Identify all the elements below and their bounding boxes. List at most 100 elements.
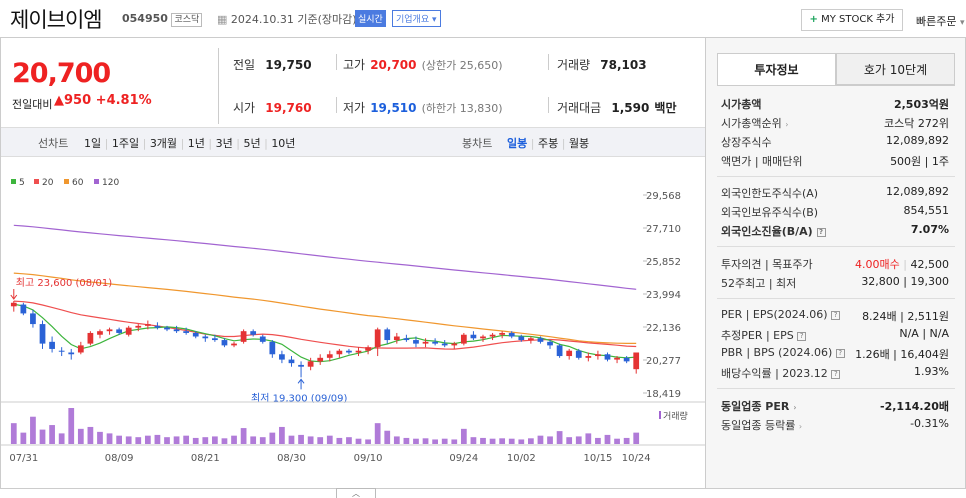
foreign-limit-label: 외국인한도주식수(A) <box>721 187 819 200</box>
divider <box>717 246 955 247</box>
volume-label: 거래량 <box>663 410 688 422</box>
prev-label: 전일 <box>233 58 256 72</box>
est-per-label: 추정PER | EPS ? <box>721 327 807 343</box>
candle-body <box>585 356 592 358</box>
candle-body <box>183 331 190 333</box>
period-tab-bar <box>1 127 705 157</box>
candle-body <box>346 350 352 353</box>
w52-row: 52주최고 | 최저 32,800 | 19,300 <box>721 275 949 291</box>
high-value: 20,700 <box>370 58 417 72</box>
volume-bar <box>221 438 228 444</box>
divider <box>717 85 955 86</box>
help-icon[interactable]: ? <box>831 310 841 320</box>
candle-chart-label[interactable]: 봉차트 <box>462 137 493 150</box>
line-chart-label[interactable]: 선차트 <box>38 137 69 150</box>
volume-bar <box>317 437 324 444</box>
volume-bar <box>97 431 103 444</box>
tab-5y[interactable]: 5년 <box>243 137 261 150</box>
x-tick-label: 07/31 <box>9 453 38 464</box>
volume-bar <box>547 436 553 444</box>
tab-invest-info[interactable]: 투자정보 <box>717 53 836 85</box>
sector-rate-row[interactable]: 동일업종 등락률 › -0.31% <box>721 417 949 433</box>
volume-bar <box>173 436 180 444</box>
chevron-right-icon: › <box>798 422 803 431</box>
volume-bar <box>240 428 247 444</box>
stock-code: 054950 코스닥 <box>122 12 203 27</box>
cap-rank-row[interactable]: 시가총액순위 › 코스닥 272위 <box>721 115 949 131</box>
sector-rate-label: 동일업종 등락률 › <box>721 417 802 433</box>
current-price: 20,700 <box>12 58 111 89</box>
opinion-value: 4.00매수 | 42,500 <box>855 258 949 271</box>
est-per-value: N/A | N/A <box>899 327 949 340</box>
foreign-rate-value: 7.07% <box>910 223 949 236</box>
volume-bar <box>365 439 371 444</box>
my-stock-add-button[interactable]: + MY STOCK 추가 <box>801 9 903 31</box>
quick-order-button[interactable]: 빠른주문 ▾ <box>916 13 965 29</box>
sector-rate-text: 동일업종 등락률 <box>721 419 796 432</box>
help-icon[interactable]: ? <box>835 348 845 358</box>
volume-bar <box>528 438 534 444</box>
candle-body <box>355 350 362 353</box>
foreign-own-label: 외국인보유주식수(B) <box>721 206 819 219</box>
volume-bar <box>556 431 563 444</box>
tab-monthly[interactable]: 월봉 <box>568 137 590 150</box>
sector-per-label: 동일업종 PER › <box>721 398 797 414</box>
candle-body <box>489 334 496 337</box>
tab-3y[interactable]: 3년 <box>215 137 233 150</box>
legend-swatch <box>34 179 39 184</box>
company-info-label: 기업개요 <box>396 15 430 25</box>
help-icon[interactable]: ? <box>797 331 807 341</box>
volume-bar <box>106 433 113 444</box>
tab-1w[interactable]: 1주일 <box>111 137 140 150</box>
open-price: 시가 19,760 <box>233 97 312 116</box>
volume-bar <box>384 430 391 444</box>
volume-bar <box>346 437 352 444</box>
y-tick-label: 22,136 <box>646 323 681 334</box>
help-icon[interactable]: ? <box>816 227 826 237</box>
divider <box>548 54 549 70</box>
candle-body <box>432 341 438 344</box>
volume-bar <box>595 437 601 444</box>
high-arrow-head <box>10 294 18 300</box>
tab-1d[interactable]: 1일 <box>84 137 102 150</box>
amount-label: 거래대금 <box>557 101 602 115</box>
live-badge[interactable]: 실시간 <box>355 10 386 27</box>
foreign-rate-row: 외국인소진율(B/A) ? 7.07% <box>721 223 949 239</box>
candle-body <box>384 329 391 341</box>
candle-body <box>39 324 46 344</box>
tab-weekly[interactable]: 주봉 <box>537 137 559 150</box>
candle-body <box>393 336 400 341</box>
par-label: 액면가 | 매매단위 <box>721 155 803 168</box>
sector-per-row[interactable]: 동일업종 PER › -2,114.20배 <box>721 398 949 414</box>
company-info-button[interactable]: 기업개요 ▾ <box>392 10 441 27</box>
tab-10y[interactable]: 10년 <box>271 137 296 150</box>
help-icon[interactable]: ? <box>831 369 841 379</box>
tab-1y[interactable]: 1년 <box>187 137 205 150</box>
divider <box>336 54 337 70</box>
candle-body <box>604 354 611 360</box>
side-panel <box>706 37 966 489</box>
tab-3m[interactable]: 3개월 <box>149 137 178 150</box>
y-tick-label: 25,852 <box>646 257 681 268</box>
foreign-rate-text: 외국인소진율(B/A) <box>721 225 813 238</box>
volume-bar <box>77 428 84 444</box>
pbr-text: PBR | BPS (2024.06) <box>721 346 833 359</box>
change-label: 전일대비 <box>12 98 53 111</box>
volume-bar <box>49 425 55 444</box>
volume-bar <box>326 435 333 444</box>
candle-body <box>202 336 209 339</box>
tab-quote-10[interactable]: 호가 10단계 <box>836 53 955 85</box>
legend-swatch <box>11 179 16 184</box>
tab-daily[interactable]: 일봉 <box>507 137 528 150</box>
date-text: ▦ 2024.10.31 기준(장마감) <box>217 11 357 27</box>
candle-body <box>614 357 620 360</box>
candle-body <box>250 331 257 335</box>
side-tabs: 투자정보 호가 10단계 <box>717 53 955 85</box>
sector-rate-value: -0.31% <box>910 417 949 430</box>
change-amount: 950 <box>64 93 92 108</box>
low-price: 저가 19,510 (하한가 13,830) <box>343 97 503 116</box>
volume-bar <box>575 436 582 444</box>
legend-swatch <box>64 179 69 184</box>
collapse-button[interactable]: ︿ <box>336 488 376 498</box>
divider <box>717 388 955 389</box>
